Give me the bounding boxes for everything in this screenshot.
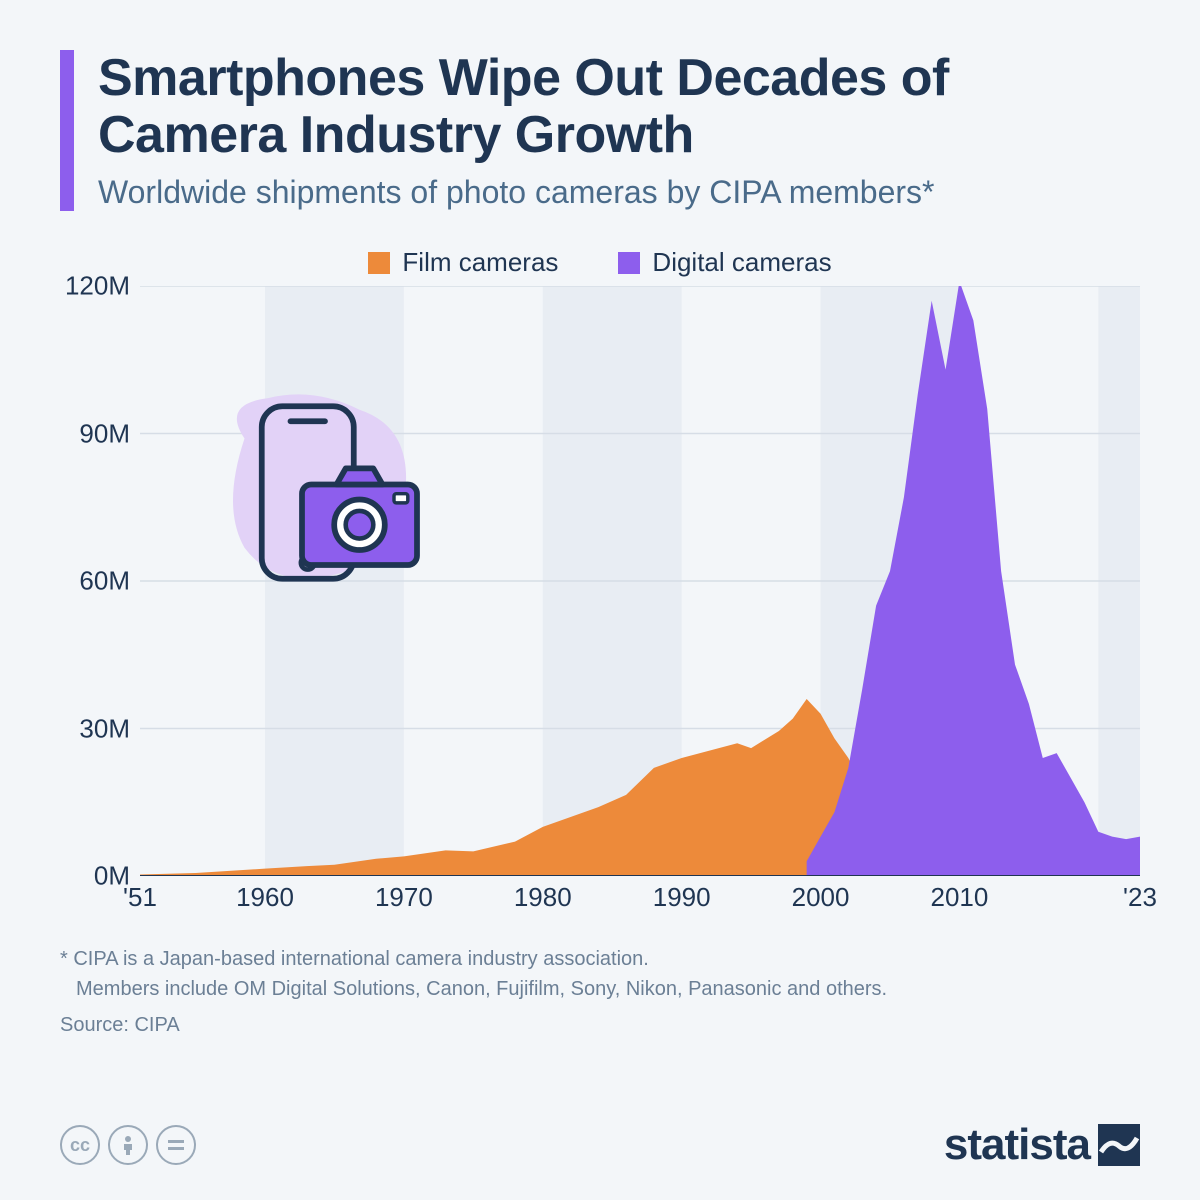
y-tick-label: 90M (79, 418, 130, 449)
chart-title: Smartphones Wipe Out Decades of Camera I… (98, 50, 1140, 164)
legend-label-digital: Digital cameras (652, 247, 831, 278)
footer: cc statista (60, 1120, 1140, 1170)
x-tick-label: 2010 (931, 882, 989, 913)
attribution-icon (108, 1125, 148, 1165)
cc-icon: cc (60, 1125, 100, 1165)
legend-swatch-film (368, 252, 390, 274)
legend-item-digital: Digital cameras (618, 247, 831, 278)
decorative-icon (210, 381, 440, 611)
x-tick-label: 2000 (792, 882, 850, 913)
chart: 0M30M60M90M120M '51196019701980199020002… (60, 286, 1140, 916)
header: Smartphones Wipe Out Decades of Camera I… (60, 50, 1140, 211)
y-tick-label: 120M (65, 271, 130, 302)
y-tick-label: 30M (79, 713, 130, 744)
x-axis-labels: '51196019701980199020002010'23 (140, 876, 1140, 916)
y-tick-label: 60M (79, 566, 130, 597)
license-icons: cc (60, 1125, 196, 1165)
brand-text: statista (944, 1120, 1090, 1170)
x-tick-label: '51 (123, 882, 157, 913)
legend-item-film: Film cameras (368, 247, 558, 278)
x-tick-label: 1990 (653, 882, 711, 913)
chart-subtitle: Worldwide shipments of photo cameras by … (98, 174, 1140, 211)
legend: Film cameras Digital cameras (60, 247, 1140, 278)
accent-bar (60, 50, 74, 211)
statista-logo: statista (944, 1120, 1140, 1170)
footnote-line1: * CIPA is a Japan-based international ca… (60, 944, 1140, 974)
x-tick-label: 1960 (236, 882, 294, 913)
noderiv-icon (156, 1125, 196, 1165)
x-tick-label: '23 (1123, 882, 1157, 913)
plot-area (140, 286, 1140, 876)
x-tick-label: 1980 (514, 882, 572, 913)
titles: Smartphones Wipe Out Decades of Camera I… (98, 50, 1140, 211)
x-tick-label: 1970 (375, 882, 433, 913)
y-axis-labels: 0M30M60M90M120M (60, 286, 140, 876)
statista-wave-icon (1098, 1124, 1140, 1166)
legend-swatch-digital (618, 252, 640, 274)
infographic-container: Smartphones Wipe Out Decades of Camera I… (0, 0, 1200, 1200)
footnote-line2: Members include OM Digital Solutions, Ca… (60, 974, 1140, 1004)
legend-label-film: Film cameras (402, 247, 558, 278)
footnote: * CIPA is a Japan-based international ca… (60, 944, 1140, 1004)
source-label: Source: CIPA (60, 1014, 1140, 1037)
